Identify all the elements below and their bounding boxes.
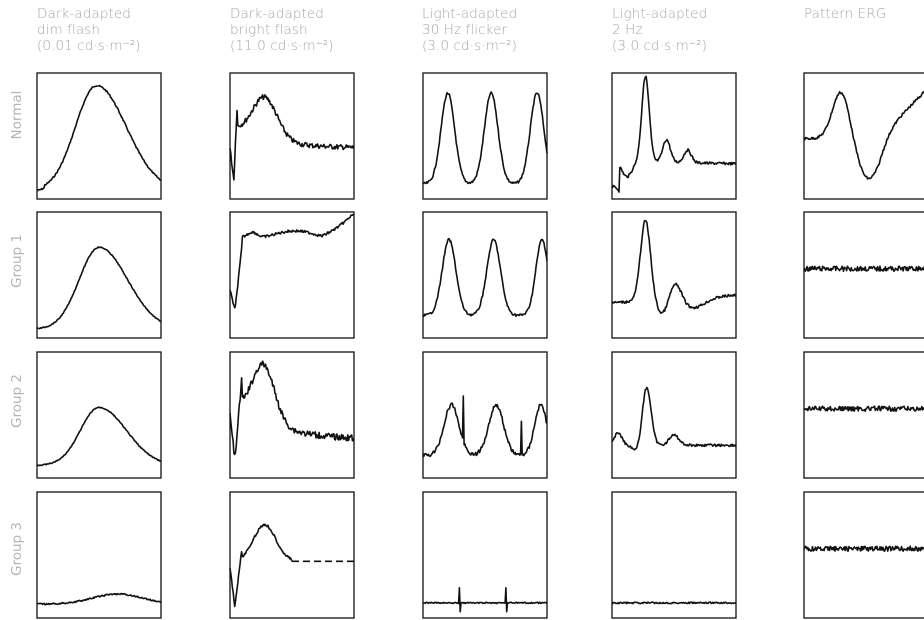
waveform-trace (422, 91, 548, 185)
panel-frame (229, 491, 355, 619)
column-header-line: Light-adapted (422, 6, 518, 22)
waveform-panel (803, 72, 924, 200)
waveform-trace (422, 587, 548, 613)
waveform-trace (229, 94, 355, 181)
waveform-trace (229, 213, 354, 309)
waveform-trace (611, 75, 737, 193)
waveform-trace (803, 405, 924, 412)
panel-frame (422, 351, 548, 479)
panel-frame (36, 351, 162, 479)
column-header-line: Dark-adapted (230, 6, 324, 22)
column-header-line: 2 Hz (612, 22, 643, 38)
panel-frame (229, 211, 355, 339)
waveform-panel (229, 72, 355, 200)
column-header-line: 30 Hz flicker (422, 22, 508, 38)
column-header-line: (3.0 cd·s·m⁻²) (422, 38, 517, 54)
waveform-trace (611, 601, 737, 605)
waveform-trace (611, 219, 737, 314)
panel-frame (611, 351, 737, 479)
panel-frame (803, 211, 924, 339)
waveform-panel (803, 491, 924, 619)
panel-frame (422, 491, 548, 619)
panel-frame (229, 72, 355, 200)
panel-frame (803, 491, 924, 619)
waveform-panel (803, 211, 924, 339)
column-header-line: Dark-adapted (37, 6, 131, 22)
column-header-line: Light-adapted (612, 6, 708, 22)
column-header-line: Pattern ERG (804, 6, 887, 22)
waveform-trace (422, 395, 548, 458)
column-header-bright-flash: Dark-adapted bright flash (11.0 cd·s·m⁻²… (230, 6, 334, 54)
waveform-panel (229, 491, 355, 619)
waveform-panel (36, 211, 162, 339)
panel-frame (36, 72, 162, 200)
waveform-trace (36, 592, 162, 606)
column-header-line: (3.0 cd·s·m⁻²) (612, 38, 707, 54)
panel-frame (803, 351, 924, 479)
column-header-line: bright flash (230, 22, 308, 38)
waveform-trace (36, 406, 162, 467)
waveform-trace (229, 523, 293, 608)
waveform-trace (422, 237, 548, 318)
column-header-line: dim flash (37, 22, 101, 38)
column-header-2hz: Light-adapted 2 Hz (3.0 cd·s·m⁻²) (612, 6, 707, 54)
column-header-line: (0.01 cd·s·m⁻²) (37, 38, 141, 54)
waveform-panel (36, 72, 162, 200)
waveform-trace (36, 84, 161, 192)
column-header-pattern-erg: Pattern ERG (804, 6, 886, 22)
panel-frame (611, 491, 737, 619)
panel-frame (611, 72, 737, 200)
waveform-panel (229, 351, 355, 479)
column-header-dim-flash: Dark-adapted dim flash (0.01 cd·s·m⁻²) (37, 6, 141, 54)
column-header-30hz-flicker: Light-adapted 30 Hz flicker (3.0 cd·s·m⁻… (422, 6, 517, 54)
waveform-trace (803, 545, 924, 552)
waveform-panel (611, 211, 737, 339)
waveform-panel (422, 491, 548, 619)
waveform-panel (422, 211, 548, 339)
waveform-panel (611, 491, 737, 619)
waveform-panel (229, 211, 355, 339)
waveform-trace (229, 360, 355, 456)
waveform-panel (422, 72, 548, 200)
panel-frame (422, 72, 548, 200)
waveform-trace (803, 91, 924, 180)
panel-frame (803, 72, 924, 200)
waveform-panel (611, 72, 737, 200)
panel-frame (611, 211, 737, 339)
waveform-panel (611, 351, 737, 479)
waveform-trace (803, 265, 924, 272)
panel-frame (36, 491, 162, 619)
panel-frame (422, 211, 548, 339)
panel-frame (229, 351, 355, 479)
column-header-line: (11.0 cd·s·m⁻²) (230, 38, 334, 54)
panel-frame (36, 211, 162, 339)
waveform-panel (36, 351, 162, 479)
waveform-panel (36, 491, 162, 619)
waveform-trace (36, 246, 162, 330)
waveform-trace (611, 386, 737, 451)
waveform-panel (422, 351, 548, 479)
waveform-panel (803, 351, 924, 479)
